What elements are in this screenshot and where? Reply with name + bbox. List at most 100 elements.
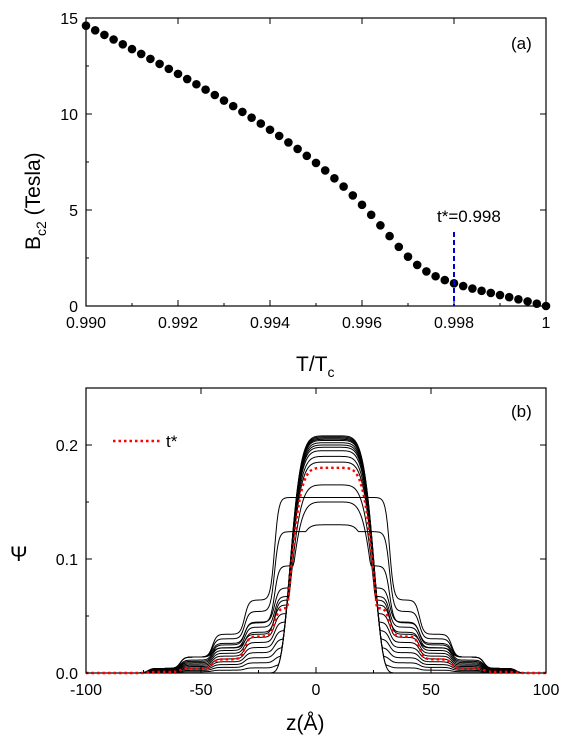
data-point (192, 79, 201, 89)
panel-b-ylabel: Ψ (10, 543, 28, 566)
x-tick-label: 0 (312, 682, 321, 699)
y-tick-label: 5 (69, 203, 78, 220)
data-point (146, 54, 155, 64)
psi-profile-curve (86, 484, 546, 674)
data-point (109, 35, 118, 44)
data-point (477, 286, 486, 296)
panel-a-points (81, 21, 551, 311)
psi-profile-tstar (86, 466, 546, 675)
panel-b-curves (86, 435, 546, 675)
data-point (90, 25, 100, 35)
data-point (302, 151, 312, 161)
panel-a-ylabel-sub: c2 (33, 221, 49, 236)
data-point (422, 267, 431, 276)
data-point (247, 113, 256, 122)
data-point (118, 40, 128, 49)
data-point (486, 288, 496, 298)
tstar-annotation: t*=0.998 (437, 207, 501, 226)
x-tick-label: 1 (542, 315, 551, 332)
data-point (541, 301, 551, 311)
x-tick-label: 50 (422, 682, 440, 699)
data-point (523, 297, 532, 306)
x-tick-label: 100 (533, 682, 560, 699)
psi-profile-curve (86, 501, 546, 674)
psi-profile-curve (86, 439, 546, 674)
data-point (532, 299, 542, 308)
panel-b-frame (85, 387, 547, 674)
data-point (293, 144, 302, 154)
data-point (458, 281, 468, 291)
data-point (284, 138, 293, 147)
data-point (394, 242, 404, 252)
data-point (412, 260, 422, 270)
data-point (495, 290, 505, 300)
psi-profile-curve (86, 444, 546, 674)
x-tick-label: 0.998 (434, 315, 474, 332)
psi-profile-curve (86, 438, 546, 674)
data-point (127, 44, 137, 54)
data-point (514, 294, 523, 304)
x-tick-label: 0.996 (342, 315, 382, 332)
panel-b-xlabel: z(Å) (286, 712, 325, 735)
panel-b: -100 -50 0 50 100 0.0 0.1 0.2 (b) t* z(Å) Ψ (10, 387, 560, 735)
panel-b-label: (b) (511, 402, 532, 421)
data-point (357, 200, 367, 210)
y-tick-label: 0.0 (56, 666, 78, 683)
psi-profile-curve (86, 436, 546, 674)
y-tick-label: 0.2 (56, 438, 78, 455)
data-point (219, 96, 229, 105)
psi-profile-curve (86, 442, 546, 674)
data-point (136, 49, 146, 59)
data-point (155, 59, 164, 69)
x-tick-label: 0.992 (158, 315, 198, 332)
psi-profile-curve (86, 450, 546, 674)
data-point (164, 64, 174, 74)
data-point (201, 85, 210, 94)
data-point (182, 74, 192, 84)
data-point (173, 69, 183, 79)
data-point (210, 90, 220, 100)
panel-a-xlabel: T/Tc (296, 353, 335, 380)
psi-profile-curve (86, 446, 546, 674)
data-point (504, 292, 514, 302)
data-point (274, 131, 284, 141)
panel-a-xlabel-sub: c (328, 364, 335, 380)
data-point (81, 21, 91, 30)
data-point (330, 174, 339, 183)
legend-tstar-label: t* (166, 432, 178, 451)
x-tick-label: -50 (189, 682, 212, 699)
data-point (320, 166, 330, 175)
data-point (100, 30, 109, 40)
data-point (366, 210, 376, 220)
data-point (376, 221, 385, 230)
y-tick-label: 0.1 (56, 552, 78, 569)
panel-a-ylabel-main: B (22, 236, 45, 250)
panel-a-ylabel-rest: (Tesla) (22, 152, 45, 221)
data-point (238, 107, 247, 117)
psi-profile-curve (86, 461, 546, 674)
data-point (403, 252, 413, 261)
panel-a-xlabel-main: T/T (296, 353, 328, 376)
y-tick-label: 10 (60, 107, 78, 124)
panel-b-ticks: -100 -50 0 50 100 0.0 0.1 0.2 (56, 387, 560, 699)
data-point (440, 275, 450, 285)
data-point (348, 191, 358, 200)
data-point (468, 284, 477, 293)
x-tick-label: 0.994 (250, 315, 290, 332)
psi-profile-curve (86, 455, 546, 674)
data-point (339, 182, 348, 191)
data-point (385, 231, 394, 241)
psi-profile-curve (86, 435, 546, 674)
data-point (431, 271, 440, 281)
x-tick-label: -100 (70, 682, 102, 699)
y-tick-label: 0 (69, 299, 78, 316)
data-point (265, 125, 275, 135)
psi-profile-curve (86, 524, 546, 674)
data-point (256, 119, 266, 128)
data-point (311, 158, 321, 168)
psi-profile-curve (86, 437, 546, 674)
x-tick-label: 0.990 (66, 315, 106, 332)
